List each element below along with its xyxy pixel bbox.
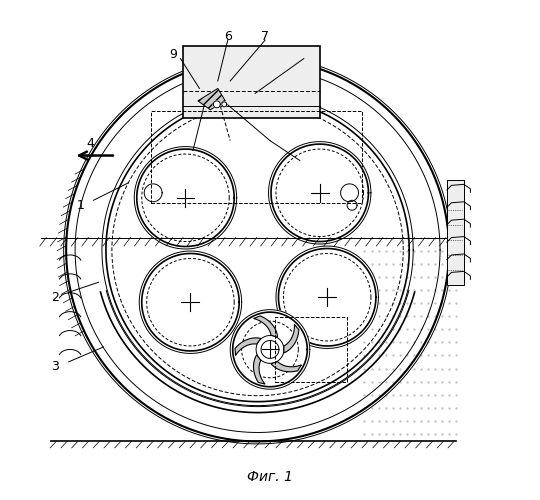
- Polygon shape: [347, 200, 357, 210]
- Polygon shape: [213, 101, 220, 108]
- Text: 9: 9: [169, 48, 177, 61]
- Text: 8: 8: [306, 48, 314, 61]
- Bar: [447, 180, 464, 285]
- Text: 2: 2: [51, 290, 59, 304]
- Polygon shape: [276, 246, 379, 348]
- Polygon shape: [144, 184, 162, 202]
- Polygon shape: [284, 324, 299, 353]
- Text: Фиг. 1: Фиг. 1: [247, 470, 293, 484]
- Polygon shape: [253, 355, 265, 384]
- Polygon shape: [230, 310, 310, 389]
- Text: 7: 7: [261, 30, 269, 43]
- Bar: [275, 317, 347, 382]
- Polygon shape: [66, 58, 449, 442]
- Polygon shape: [134, 146, 237, 249]
- Polygon shape: [268, 142, 371, 244]
- Polygon shape: [139, 251, 242, 354]
- Text: 6: 6: [224, 30, 232, 43]
- Polygon shape: [271, 362, 301, 372]
- Bar: [183, 46, 320, 118]
- Polygon shape: [254, 316, 278, 338]
- Text: 3: 3: [51, 360, 59, 374]
- Bar: [151, 111, 362, 203]
- Polygon shape: [198, 88, 225, 110]
- Text: 1: 1: [77, 198, 85, 212]
- Polygon shape: [261, 340, 279, 358]
- Polygon shape: [235, 338, 261, 355]
- Text: 4: 4: [86, 136, 94, 149]
- Polygon shape: [341, 184, 359, 202]
- Polygon shape: [222, 102, 227, 107]
